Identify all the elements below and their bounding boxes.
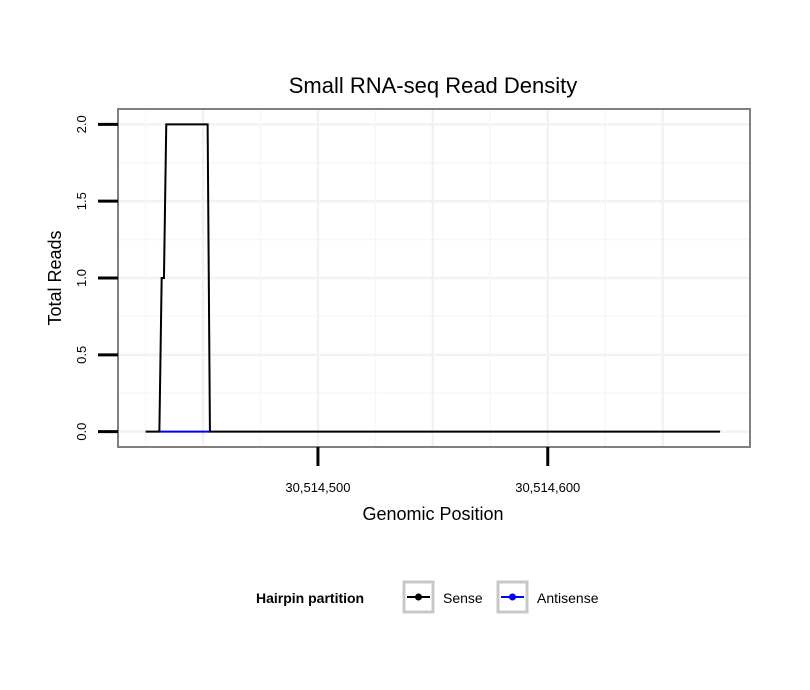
legend-label-antisense: Antisense [537,590,599,606]
x-tick-label-0: 30,514,500 [285,480,350,495]
y-axis-title: Total Reads [45,230,65,325]
y-axis: 0.0 0.5 1.0 1.5 2.0 [74,115,118,441]
legend-item-sense: Sense [402,580,483,614]
legend-label-sense: Sense [443,590,483,606]
legend-item-antisense: Antisense [496,580,599,614]
plot-panel [117,108,751,448]
y-tick-label-0: 0.0 [74,423,89,441]
y-tick-label-2: 1.0 [74,269,89,287]
series-line-sense [145,123,721,433]
legend: Hairpin partition Sense Antisense [256,580,599,614]
x-tick-label-1: 30,514,600 [515,480,580,495]
grid-lines [118,109,750,447]
chart-title: Small RNA-seq Read Density [289,73,578,98]
series-layer [145,123,721,433]
legend-key-point-antisense [509,593,516,601]
x-axis: 30,514,500 30,514,600 [285,447,580,495]
y-tick-label-1: 0.5 [74,346,89,364]
x-axis-title: Genomic Position [362,504,503,524]
legend-title: Hairpin partition [256,590,364,606]
y-tick-label-3: 1.5 [74,192,89,210]
y-tick-label-4: 2.0 [74,115,89,133]
legend-key-point-sense [415,593,422,601]
